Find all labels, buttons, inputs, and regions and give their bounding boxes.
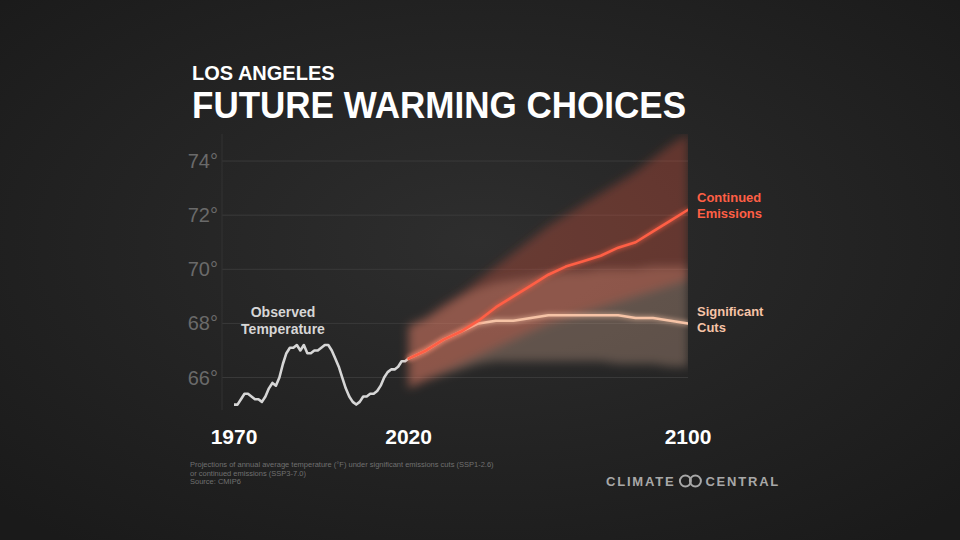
series-label-line: Cuts — [697, 320, 726, 335]
subtitle: LOS ANGELES — [192, 62, 335, 84]
x-tick-label: 2020 — [385, 425, 432, 448]
title: FUTURE WARMING CHOICES — [192, 85, 686, 126]
series-label-line: Emissions — [697, 206, 762, 221]
y-tick-label: 70° — [188, 258, 218, 280]
grid-line — [222, 161, 688, 162]
stage: LOS ANGELESFUTURE WARMING CHOICES 66° 68° 7… — [0, 0, 960, 540]
series-label-line: Continued — [697, 190, 761, 205]
series-label: SignificantCuts — [697, 304, 764, 335]
x-tick-label: 1970 — [211, 425, 258, 448]
background — [0, 0, 960, 540]
series-label-line: Significant — [697, 304, 764, 319]
lines — [234, 210, 688, 405]
plot-area — [234, 134, 688, 405]
y-axis-line — [222, 134, 223, 410]
y-tick-label: 66° — [188, 367, 218, 389]
y-tick-label: 68° — [188, 312, 218, 334]
brand-word: CENTRAL — [705, 474, 780, 489]
x-tick-label: 2100 — [665, 425, 712, 448]
y-tick-label: 72° — [188, 204, 218, 226]
grid-line — [222, 377, 688, 378]
series-label: ContinuedEmissions — [697, 190, 762, 221]
series-label-line: Observed — [251, 304, 316, 320]
series-label: ObservedTemperature — [241, 304, 325, 337]
series-label-line: Temperature — [241, 321, 325, 337]
brand-word: CLIMATE — [606, 474, 675, 489]
series-line — [409, 210, 688, 359]
bands — [409, 134, 688, 388]
y-tick-label: 74° — [188, 150, 218, 172]
chart-svg: LOS ANGELESFUTURE WARMING CHOICES 66° 68° 7… — [0, 0, 960, 540]
series-line — [234, 345, 409, 405]
uncertainty-band — [409, 134, 688, 388]
brand: CLIMATE CENTRAL — [606, 474, 780, 489]
footnote: Source: CMIP6 — [190, 477, 241, 486]
brand-icon — [690, 476, 701, 487]
